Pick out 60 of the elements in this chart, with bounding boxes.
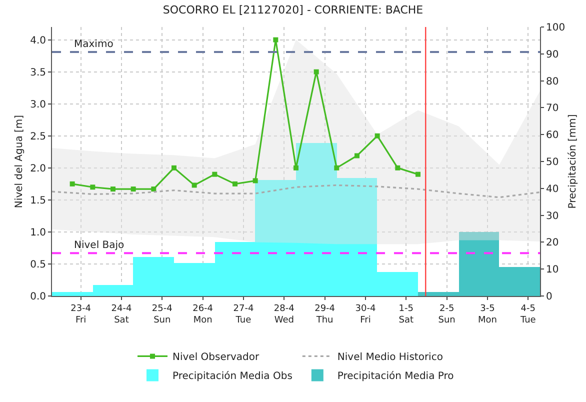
x-tick-label: 29-4 Thu: [314, 304, 336, 326]
legend-label: Precipitación Media Obs: [172, 371, 292, 382]
point: [314, 69, 319, 74]
y-tick-label: 3.5: [30, 67, 46, 78]
ref-line-label: Nivel Bajo: [74, 240, 124, 251]
y2-tick-label: 60: [546, 130, 559, 142]
point: [416, 172, 420, 177]
chart-title: SOCORRO EL [21127020] - CORRIENTE: BACHE: [162, 4, 424, 17]
y-tick-label: 4.0: [30, 35, 46, 46]
y-tick-label: 2.0: [30, 163, 46, 174]
legend-label: Precipitación Media Pro: [337, 371, 454, 382]
point: [172, 165, 176, 170]
y2-axis-title: Precipitación [mm]: [568, 114, 579, 209]
point: [110, 186, 116, 192]
y2-tick-label: 50: [546, 157, 559, 168]
point: [90, 184, 96, 190]
y2-tick-label: 40: [546, 184, 559, 195]
x-tick-label: 3-5 Mon: [478, 304, 497, 326]
y2-tick-label: 100: [546, 22, 566, 34]
y2-tick-label: 80: [546, 76, 559, 88]
y-tick-label: 0.5: [30, 259, 46, 270]
point: [395, 165, 400, 170]
x-tick-label: 4-5 Tue: [519, 304, 536, 326]
point: [252, 178, 258, 184]
point: [192, 182, 197, 188]
y2-tick-label: 0: [546, 292, 552, 302]
x-tick-label: 2-5 Sun: [438, 304, 456, 326]
point: [130, 186, 136, 192]
x-tick-label: 23-4 Fri: [70, 304, 92, 326]
point: [212, 172, 218, 177]
y2-tick-label: 90: [546, 49, 559, 60]
y-tick-label: 2.5: [30, 131, 46, 142]
point: [374, 133, 380, 138]
x-tick-label: 27-4 Tue: [233, 304, 254, 326]
y-tick-label: 1.5: [30, 195, 46, 206]
point: [151, 186, 156, 192]
x-tick-label: 25-4 Sun: [152, 304, 173, 326]
y-tick-label: 1.0: [30, 227, 46, 238]
y-tick-label: 0.0: [30, 292, 46, 302]
point: [70, 181, 75, 186]
point: [354, 153, 360, 158]
line-series: [52, 184, 540, 198]
x-tick-label: 24-4 Sat: [111, 304, 132, 326]
x-tick-label: 30-4 Fri: [355, 304, 376, 326]
point: [334, 165, 340, 170]
y2-tick-label: 20: [546, 238, 559, 249]
x-tick-label: 1-5 Sat: [398, 304, 414, 326]
point: [273, 37, 278, 42]
y2-tick-label: 10: [546, 264, 559, 276]
y-axis-title: Nivel del Agua [m]: [14, 114, 25, 208]
y-tick-label: 3.0: [30, 99, 46, 110]
x-tick-label: 28-4 Wed: [274, 304, 295, 326]
point: [294, 165, 298, 170]
y2-tick-label: 70: [546, 103, 559, 114]
legend-label: Nivel Medio Historico: [337, 352, 443, 364]
point: [232, 181, 238, 186]
x-tick-label: 26-4 Mon: [192, 304, 214, 326]
legend-label: Nivel Observador: [172, 352, 260, 364]
y2-tick-label: 30: [546, 210, 559, 222]
ref-line-label: Maximo: [74, 39, 114, 50]
